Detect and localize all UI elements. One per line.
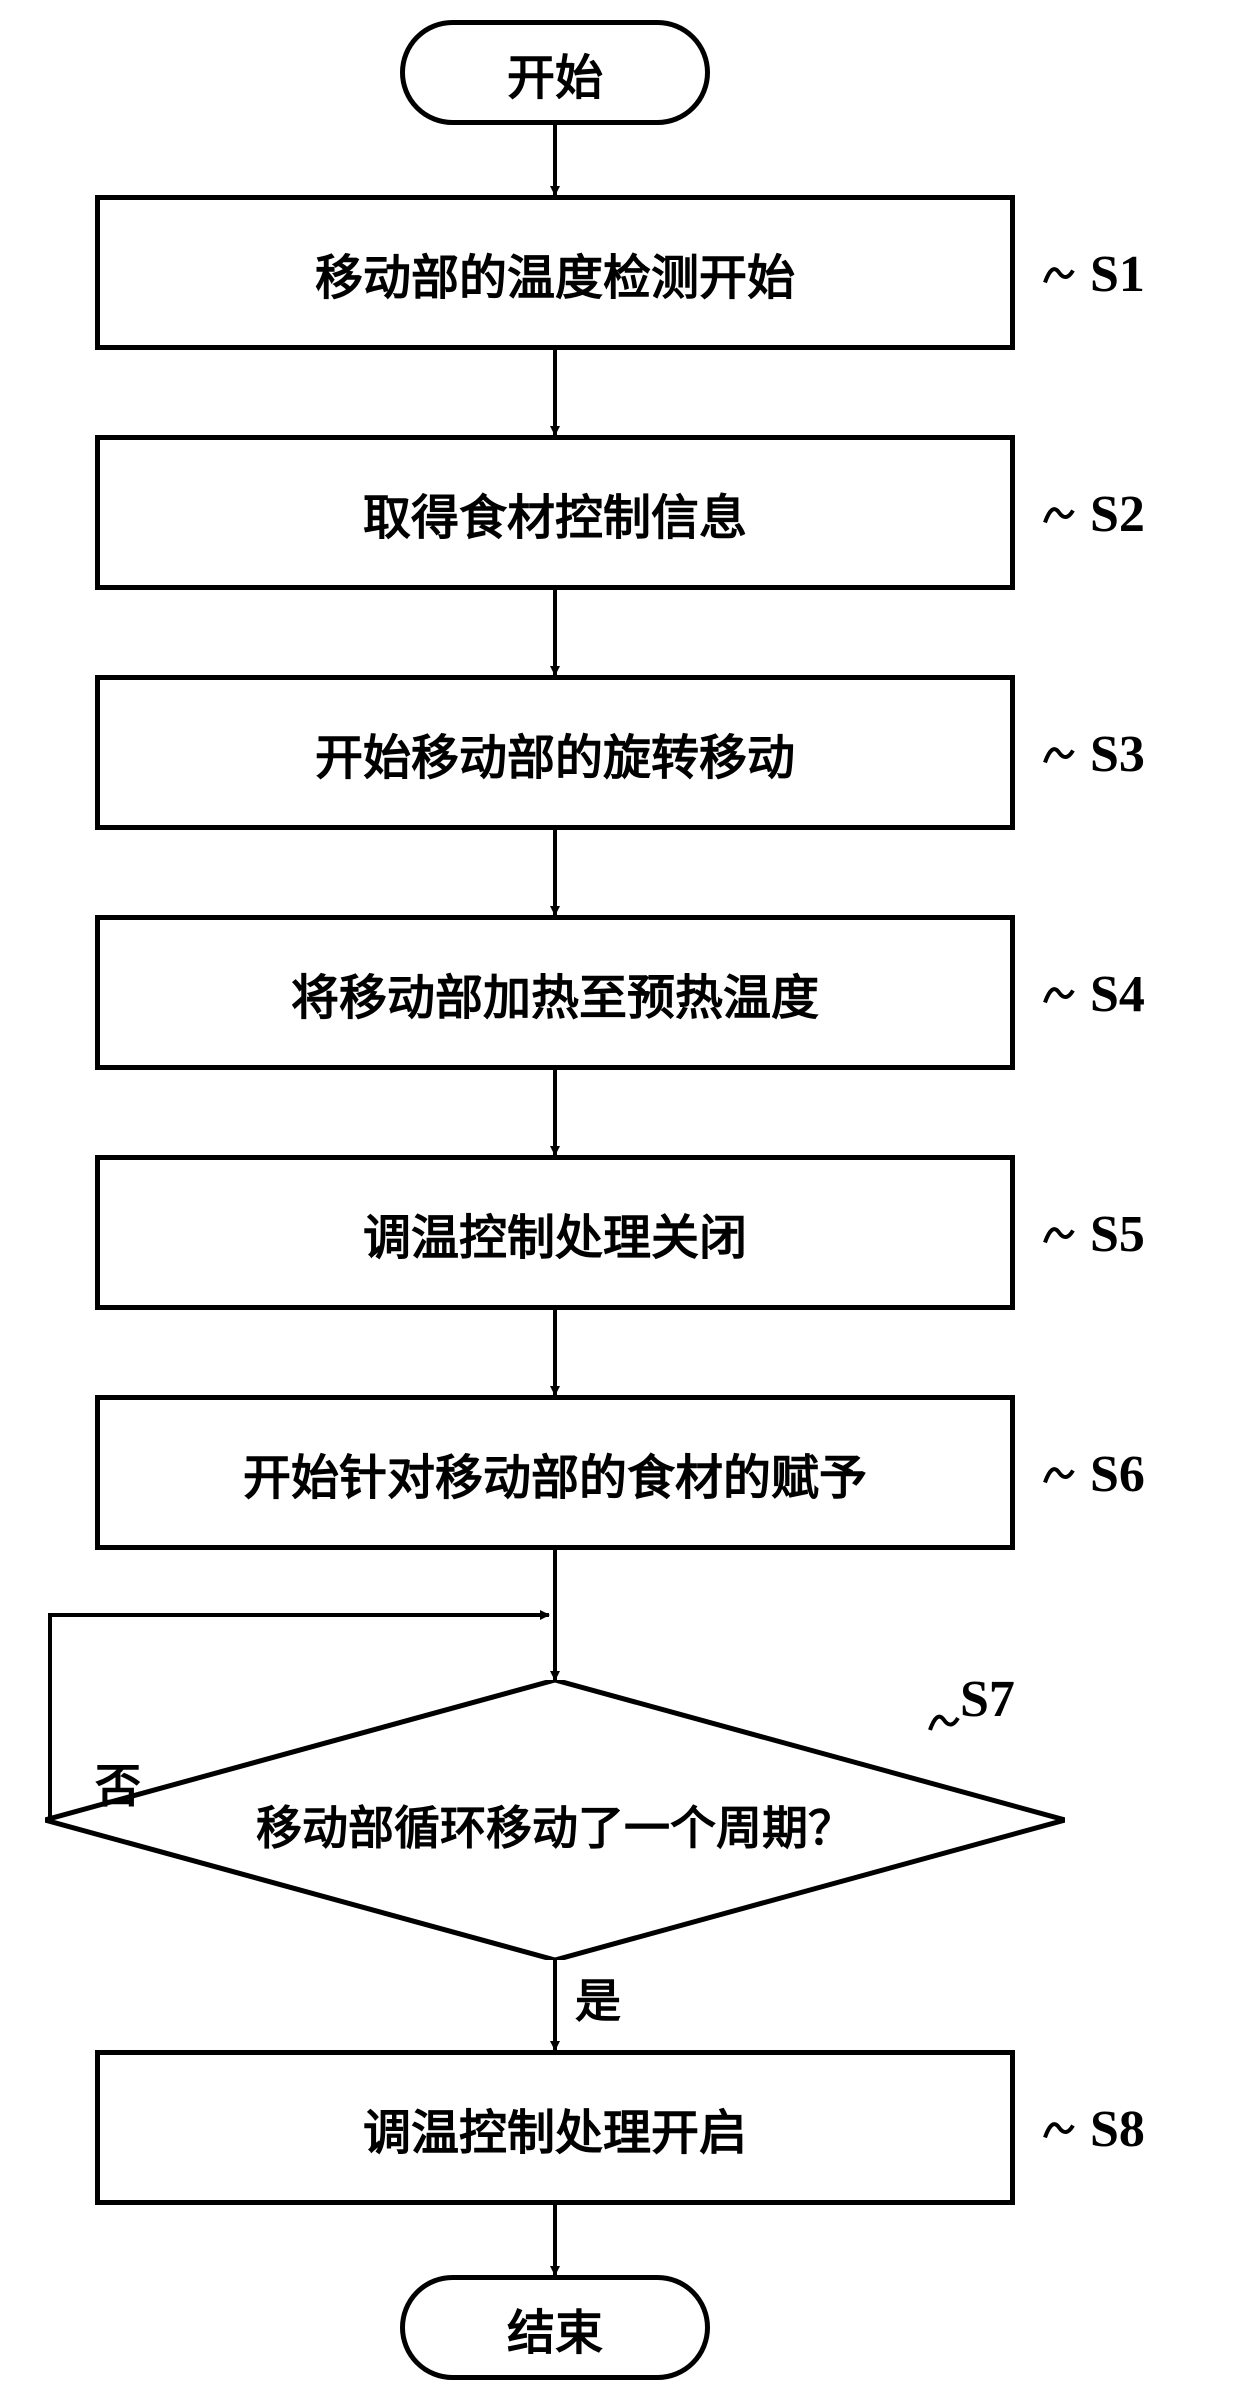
step-label-S6: S6 [1090,1445,1145,1504]
tilde-S5 [1045,1229,1073,1242]
decision-no-label: 否 [95,1750,141,1816]
process-S8: 调温控制处理开启 [95,2050,1015,2205]
step-label-S1: S1 [1090,245,1145,304]
tilde-S4 [1045,989,1073,1002]
decision-text: 移动部循环移动了一个周期？ [45,1792,1065,1858]
tilde-S3 [1045,749,1073,762]
flowchart-canvas: 开始移动部的温度检测开始 S1 取得食材控制信息 S2 开始移动部的旋转移动 S3 将移动部… [0,0,1253,2383]
tilde-S8 [1045,2124,1073,2137]
tilde-S1 [1045,269,1073,282]
step-label-S5: S5 [1090,1205,1145,1264]
process-S5: 调温控制处理关闭 [95,1155,1015,1310]
process-S1: 移动部的温度检测开始 [95,195,1015,350]
process-S4: 将移动部加热至预热温度 [95,915,1015,1070]
decision-yes-label: 是 [575,1965,621,2031]
tilde-S6 [1045,1469,1073,1482]
process-S3: 开始移动部的旋转移动 [95,675,1015,830]
step-label-S7: S7 [960,1670,1015,1729]
step-label-S2: S2 [1090,485,1145,544]
end-terminator: 结束 [400,2275,710,2380]
step-label-S8: S8 [1090,2100,1145,2159]
start-terminator: 开始 [400,20,710,125]
process-S2: 取得食材控制信息 [95,435,1015,590]
step-label-S4: S4 [1090,965,1145,1024]
process-S6: 开始针对移动部的食材的赋予 [95,1395,1015,1550]
tilde-S2 [1045,509,1073,522]
step-label-S3: S3 [1090,725,1145,784]
